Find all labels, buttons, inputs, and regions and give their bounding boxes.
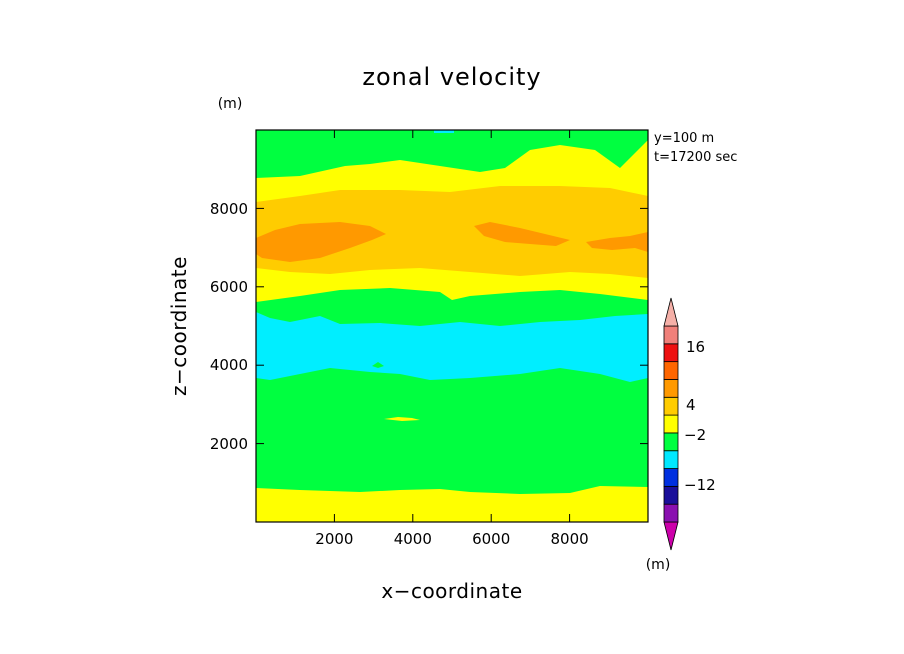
annotation-time: t=17200 sec	[654, 150, 737, 165]
colorbar-tick-label: 16	[686, 338, 705, 356]
colorbar-segment	[663, 361, 679, 380]
colorbar-segment	[663, 432, 679, 452]
colorbar-unit-label: (m)	[646, 557, 671, 573]
colorbar-segment	[663, 343, 679, 363]
colorbar-segment	[663, 325, 679, 345]
field-cyan-intrusion	[372, 362, 384, 368]
field-yellow-speck	[384, 417, 420, 421]
colorbar-segment	[663, 503, 679, 523]
x-tick-label: 6000	[472, 530, 510, 548]
x-tick-label: 8000	[551, 530, 589, 548]
y-tick-label: 4000	[210, 356, 248, 374]
y-unit-label: (m)	[218, 96, 243, 112]
field-orange-blob-left	[256, 222, 386, 262]
colorbar-segment	[663, 379, 679, 398]
annotation-y-position: y=100 m	[654, 131, 714, 146]
y-tick-label: 2000	[210, 435, 248, 453]
y-axis-title: z−coordinate	[167, 256, 191, 396]
colorbar-tick-label: −2	[684, 426, 706, 444]
x-axis-title: x−coordinate	[381, 579, 522, 603]
colorbar-tick-label: 4	[686, 396, 696, 414]
colorbar	[663, 297, 679, 551]
axis-ticks	[256, 130, 648, 522]
field-gold-band	[256, 186, 648, 278]
colorbar-segment	[663, 485, 679, 505]
colorbar-segment	[663, 414, 679, 434]
colorbar-segment	[663, 396, 679, 416]
chart-title: zonal velocity	[362, 63, 541, 91]
field-orange-blob-center	[474, 222, 570, 246]
x-tick-label: 4000	[394, 530, 432, 548]
field-bottom-yellow-band	[256, 486, 648, 522]
field-cyan-band	[256, 312, 648, 382]
plot-frame	[255, 129, 649, 523]
colorbar-max-triangle	[663, 297, 679, 327]
field-cyan-speck-top	[434, 130, 454, 133]
y-tick-label: 6000	[210, 278, 248, 296]
colorbar-segment	[663, 468, 679, 487]
x-tick-label: 2000	[315, 530, 353, 548]
colorbar-segment	[663, 450, 679, 469]
colorbar-tick-label: −12	[684, 476, 716, 494]
colorbar-min-triangle	[663, 521, 679, 551]
y-tick-label: 8000	[210, 200, 248, 218]
contour-field	[256, 130, 648, 522]
field-orange-blob-right	[586, 232, 648, 252]
